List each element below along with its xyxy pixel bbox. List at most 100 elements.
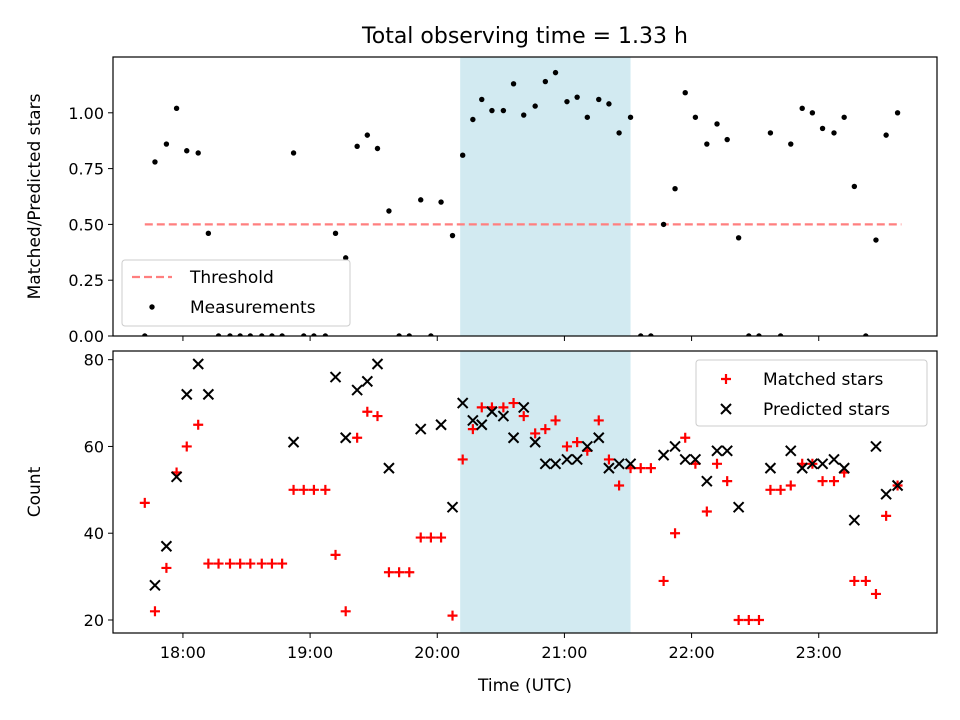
measurement-point xyxy=(682,90,688,96)
measurement-point xyxy=(489,107,495,114)
matched-point xyxy=(245,558,256,569)
matched-point xyxy=(614,480,625,491)
measurement-point xyxy=(660,221,667,228)
matched-point xyxy=(372,411,383,422)
measurement-point xyxy=(418,197,424,203)
ratio-panel: 0.00 0.25 0.50 0.75 1.00 Matched/Predicted st… xyxy=(25,56,938,346)
measurement-point xyxy=(386,208,392,214)
legend-label: Threshold xyxy=(189,268,274,288)
measurement-point xyxy=(627,114,634,120)
measurement-point xyxy=(459,152,466,158)
predicted-point xyxy=(828,453,840,466)
predicted-point xyxy=(160,540,173,552)
y-tick-label: 40 xyxy=(84,524,104,543)
matched-point xyxy=(518,411,529,422)
matched-point xyxy=(733,614,744,625)
predicted-point xyxy=(486,406,498,418)
measurement-point xyxy=(510,81,517,87)
matched-point xyxy=(593,415,604,426)
measurement-point xyxy=(564,98,570,105)
matched-point xyxy=(362,406,373,417)
predicted-point xyxy=(848,514,861,526)
observing-window-band xyxy=(460,351,631,633)
matched-point xyxy=(256,558,267,569)
predicted-point xyxy=(669,440,681,453)
y-axis-label: Matched/Predicted stars xyxy=(25,93,45,299)
matched-point xyxy=(340,606,351,617)
predicted-point xyxy=(549,458,562,470)
matched-point xyxy=(277,558,288,569)
measurement-point xyxy=(449,232,456,239)
measurement-point xyxy=(343,255,349,261)
matched-point xyxy=(508,398,519,409)
measurement-point xyxy=(396,333,402,336)
matched-point xyxy=(775,484,786,495)
measurement-point xyxy=(521,112,527,118)
matched-point xyxy=(881,510,892,521)
measurement-point xyxy=(799,105,805,112)
y-axis-label: Count xyxy=(25,466,45,517)
measurement-point xyxy=(552,69,559,76)
legend-measurement-swatch xyxy=(149,304,155,310)
matched-point xyxy=(139,497,150,508)
measurement-point xyxy=(542,78,549,85)
measurement-point xyxy=(301,333,307,336)
x-tick-label: 21:00 xyxy=(541,643,587,662)
predicted-point xyxy=(679,453,691,466)
x-tick-label: 23:00 xyxy=(796,643,842,662)
plot-area xyxy=(139,351,904,633)
y-tick-label: 0.50 xyxy=(68,215,104,234)
measurement-point xyxy=(311,333,317,336)
measurement-point xyxy=(735,235,742,241)
axes-frame xyxy=(112,56,938,337)
measurement-point xyxy=(648,333,654,336)
measurement-point xyxy=(851,183,858,190)
measurement-point xyxy=(173,105,180,112)
matched-point xyxy=(785,480,796,491)
plot-area xyxy=(142,57,902,336)
matched-point xyxy=(425,532,436,543)
matched-point xyxy=(436,532,447,543)
matched-point xyxy=(540,424,551,435)
predicted-point xyxy=(529,436,541,448)
predicted-point xyxy=(202,388,215,401)
measurement-point xyxy=(259,333,265,336)
matched-point xyxy=(224,558,235,569)
measurement-point xyxy=(894,110,901,116)
measurement-point xyxy=(227,333,233,336)
measurement-point xyxy=(746,333,752,336)
measurement-point xyxy=(279,333,285,336)
measurement-point xyxy=(809,110,816,116)
x-tick-label: 18:00 xyxy=(160,643,206,662)
measurement-point xyxy=(606,101,612,107)
x-tick-label: 19:00 xyxy=(287,643,333,662)
predicted-point xyxy=(891,479,904,492)
predicted-point xyxy=(721,445,733,457)
measurement-point xyxy=(574,94,580,100)
matched-point xyxy=(161,562,172,573)
predicted-point xyxy=(329,371,342,383)
predicted-point xyxy=(456,397,469,409)
matched-point xyxy=(829,476,839,487)
matched-point xyxy=(561,441,572,452)
measurement-point xyxy=(142,333,148,336)
y-tick-label: 0.00 xyxy=(68,327,104,346)
predicted-point xyxy=(497,410,510,422)
y-tick-label: 60 xyxy=(84,437,104,456)
measurement-point xyxy=(883,132,889,138)
predicted-point xyxy=(339,432,352,444)
measurement-point xyxy=(364,132,371,138)
matched-point xyxy=(817,476,828,487)
predicted-point xyxy=(689,453,702,466)
chart-title: Total observing time = 1.33 h xyxy=(361,24,688,49)
predicted-point xyxy=(446,501,459,513)
axes-frame xyxy=(112,350,938,634)
y-tick-label: 0.75 xyxy=(68,160,104,179)
predicted-point xyxy=(571,453,583,466)
legend-label: Matched stars xyxy=(763,370,883,390)
x-axis-label: Time (UTC) xyxy=(477,676,572,696)
measurement-point xyxy=(692,114,699,120)
measurement-point xyxy=(205,230,212,237)
predicted-point xyxy=(149,579,161,591)
